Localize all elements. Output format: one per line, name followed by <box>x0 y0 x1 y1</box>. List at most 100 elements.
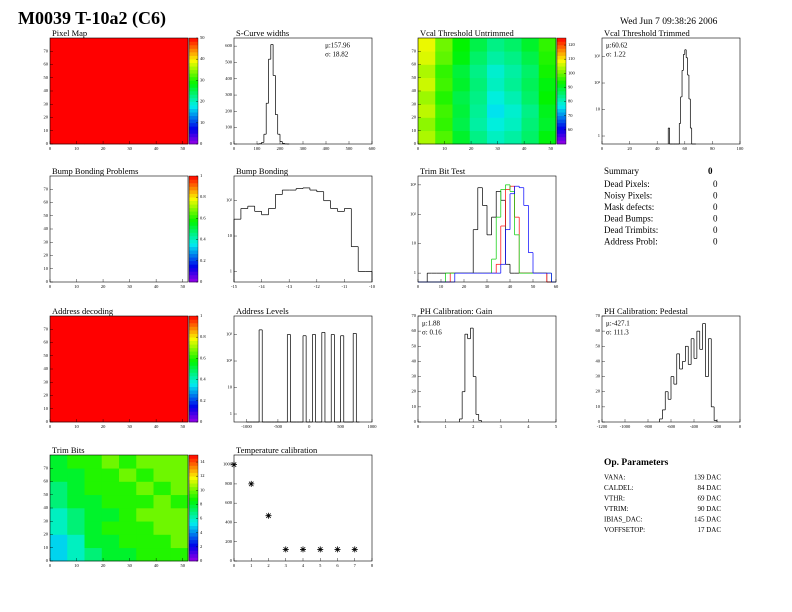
colorbar-step <box>189 458 198 463</box>
y-tick-label: 20 <box>44 393 49 398</box>
y-tick-label: 30 <box>44 239 49 244</box>
stats-text: μ:-427.1 <box>606 320 630 328</box>
heatmap-cell <box>153 229 189 256</box>
heatmap-cell <box>119 229 154 256</box>
parameter-value: 145 DAC <box>694 516 721 524</box>
colorbar-step <box>189 140 198 145</box>
y-tick-label: 20 <box>412 389 417 394</box>
heatmap-cell <box>469 64 488 79</box>
heatmap-cell <box>418 117 436 132</box>
heatmap-cell <box>119 508 137 522</box>
colorbar-step <box>189 358 198 363</box>
parameter-value: 69 DAC <box>697 495 721 503</box>
y-tick-label: 1 <box>598 133 600 138</box>
x-tick-label: 50 <box>180 284 185 289</box>
colorbar-step <box>189 200 198 205</box>
colorbar-step <box>189 500 198 505</box>
y-tick-label: 50 <box>44 213 49 218</box>
heatmap-cell <box>50 255 85 283</box>
colorbar-step <box>557 108 566 113</box>
colorbar-step <box>189 383 198 387</box>
heatmap-cell <box>487 130 505 145</box>
colorbar-step <box>189 414 198 419</box>
colorbar-tick-label: 0.8 <box>200 334 206 339</box>
heatmap-cell <box>452 38 471 52</box>
y-tick-label: 0 <box>46 279 49 284</box>
heatmap-cell <box>67 547 85 562</box>
heatmap-cell <box>84 455 103 469</box>
colorbar-step <box>189 176 198 180</box>
heatmap-cell <box>119 468 137 482</box>
y-tick-label: 20 <box>412 115 417 120</box>
parameter-value: 84 DAC <box>697 484 721 492</box>
point <box>334 546 341 553</box>
summary-label: Mask defects: <box>604 202 654 212</box>
page-date: Wed Jun 7 09:38:26 2006 <box>620 17 718 27</box>
heatmap-cell <box>153 547 172 562</box>
colorbar-step <box>189 337 198 342</box>
summary-label: Dead Bumps: <box>604 214 653 224</box>
colorbar-step <box>189 87 198 92</box>
colorbar-step <box>189 323 198 327</box>
colorbar-step <box>557 101 566 106</box>
heatmap-cell <box>119 547 137 562</box>
y-tick-label: 100 <box>225 125 233 130</box>
colorbar-step <box>189 126 198 131</box>
colorbar-tick-label: 40 <box>200 56 205 61</box>
heatmap-cell <box>504 77 522 92</box>
heatmap-cell <box>469 130 488 145</box>
heatmap-cell <box>50 534 68 549</box>
heatmap-cell <box>153 176 189 203</box>
x-tick-label: 50 <box>548 146 553 151</box>
colorbar-step <box>189 404 198 409</box>
colorbar-frame <box>188 315 199 423</box>
colorbar-step <box>557 76 566 81</box>
colorbar-step <box>189 539 198 544</box>
heatmap-cell <box>101 468 120 482</box>
colorbar-step <box>557 62 566 67</box>
colorbar-step <box>189 504 198 509</box>
x-tick-label: 100 <box>737 146 745 151</box>
summary-label: Dead Pixels: <box>604 179 650 189</box>
y-tick-label: 10 <box>412 128 417 133</box>
heatmap-cell <box>170 455 189 469</box>
colorbar-tick-label: 20 <box>200 99 205 104</box>
colorbar-step <box>557 129 566 134</box>
heatmap-cell <box>119 202 154 230</box>
stats-text: σ: 111.3 <box>606 329 629 337</box>
y-tick-label: 70 <box>44 186 49 191</box>
colorbar-step <box>557 52 566 56</box>
x-tick-label: 50 <box>180 563 185 568</box>
x-tick-label: 4 <box>527 424 530 429</box>
colorbar-step <box>557 38 566 42</box>
heatmap-cell <box>153 202 189 230</box>
panel-title: PH Calibration: Pedestal <box>604 306 689 316</box>
heatmap-cell <box>487 77 505 92</box>
colorbar-step <box>557 87 566 92</box>
colorbar-tick-label: 60 <box>568 127 573 132</box>
heatmap-cell <box>119 369 154 396</box>
heatmap-cell <box>487 104 505 118</box>
x-tick-label: 60 <box>554 284 559 289</box>
colorbar-step <box>557 73 566 78</box>
heatmap-cell <box>84 176 120 203</box>
point <box>248 480 255 487</box>
heatmap-cell <box>50 91 85 118</box>
x-tick-label: 400 <box>323 146 331 151</box>
x-tick-label: 0 <box>739 424 742 429</box>
heatmap-cell <box>435 77 453 92</box>
colorbar-step <box>189 225 198 230</box>
heatmap-cell <box>504 117 522 132</box>
x-tick-label: -200 <box>713 424 722 429</box>
y-tick-label: 0 <box>230 558 233 563</box>
x-tick-label: 4 <box>302 563 305 568</box>
summary-total: 0 <box>708 166 713 176</box>
heatmap-cell <box>452 51 471 65</box>
heatmap-cell <box>67 494 85 509</box>
heatmap-cell <box>84 508 103 522</box>
heatmap-cell <box>136 547 154 562</box>
stats-text: σ: 18.82 <box>325 51 349 59</box>
x-tick-label: 10 <box>74 284 79 289</box>
colorbar-step <box>189 221 198 226</box>
